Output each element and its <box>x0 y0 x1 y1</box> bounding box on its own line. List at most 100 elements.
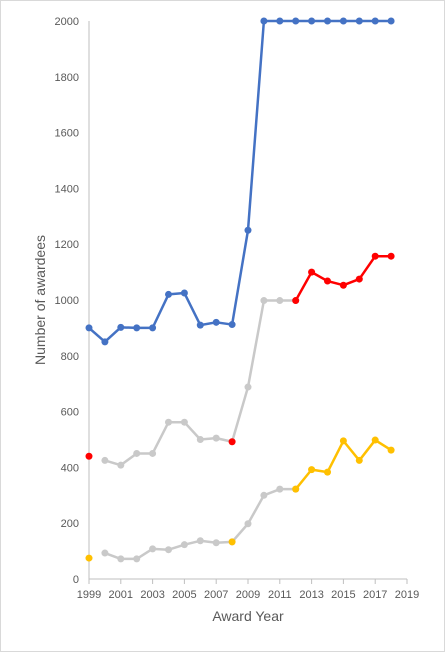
data-point <box>149 545 157 553</box>
data-point <box>387 252 395 260</box>
series-line-segment <box>230 522 250 544</box>
y-tick-label: 400 <box>61 462 79 474</box>
data-point <box>244 520 252 528</box>
data-point <box>276 485 284 493</box>
data-point <box>308 17 316 25</box>
x-tick-label: 2015 <box>331 589 355 601</box>
y-tick-label: 200 <box>61 518 79 530</box>
data-point <box>228 438 236 446</box>
y-tick-label: 1400 <box>55 183 79 195</box>
data-point <box>149 449 157 457</box>
data-point <box>292 17 300 25</box>
data-point <box>355 17 363 25</box>
data-point <box>228 538 236 546</box>
series-line-segment <box>183 420 202 441</box>
data-point <box>165 290 172 298</box>
data-point <box>180 541 188 549</box>
x-tick-label: 2007 <box>204 589 228 601</box>
series-line-segment <box>326 439 345 474</box>
data-point <box>85 554 93 562</box>
data-point <box>196 436 204 443</box>
data-point <box>355 275 363 283</box>
series-layer <box>85 17 395 563</box>
data-point <box>228 321 236 329</box>
y-tick-label: 2000 <box>55 16 79 28</box>
series-line-segment <box>183 291 202 327</box>
series-line-segment <box>246 299 266 389</box>
data-point <box>324 468 331 476</box>
series-line-segment <box>151 293 170 330</box>
data-point <box>339 437 347 445</box>
y-tick-labels: 0 200 400 600 800 1000 1200 1400 1600 1800 2000 <box>55 16 79 586</box>
x-tick-labels: 1999 2001 2003 2005 2007 2009 2011 2013 2015 2017… <box>77 579 419 601</box>
series-line-segment <box>151 420 170 455</box>
series-2 <box>85 252 395 460</box>
y-tick-label: 1200 <box>55 239 79 251</box>
axes <box>88 21 407 580</box>
data-point <box>101 456 109 464</box>
x-tick-label: 2019 <box>395 589 419 601</box>
data-point <box>101 338 109 346</box>
x-tick-label: 2011 <box>268 589 292 601</box>
data-point <box>101 549 109 557</box>
series-line-segment <box>358 438 377 462</box>
x-tick-label: 2005 <box>172 589 196 601</box>
data-point <box>339 17 347 25</box>
series-3 <box>101 485 300 563</box>
x-tick-label: 1999 <box>77 589 101 601</box>
data-point <box>355 456 363 464</box>
y-axis-title: Number of awardees <box>32 235 48 365</box>
x-axis-title: Award Year <box>212 608 284 624</box>
data-point <box>212 318 220 326</box>
data-point <box>244 383 252 391</box>
series-line-segment <box>294 270 313 302</box>
series-0 <box>85 17 395 346</box>
data-point <box>387 17 395 25</box>
data-point <box>324 277 331 285</box>
y-tick-label: 0 <box>73 574 79 586</box>
series-line-segment <box>230 385 250 443</box>
data-point <box>308 466 316 474</box>
y-tick-label: 1000 <box>55 295 79 307</box>
data-point <box>196 321 204 329</box>
data-point <box>117 461 125 469</box>
y-tick-label: 1800 <box>55 72 79 84</box>
data-point <box>308 268 316 276</box>
data-point <box>244 226 252 234</box>
data-point <box>260 491 268 499</box>
x-tick-label: 2001 <box>109 589 133 601</box>
data-point <box>133 324 141 332</box>
data-point <box>276 17 284 25</box>
y-tick-label: 1600 <box>55 128 79 140</box>
x-tick-label: 2017 <box>363 589 387 601</box>
data-point <box>117 555 125 563</box>
data-point <box>260 17 268 25</box>
data-point <box>133 555 141 563</box>
data-point <box>180 418 188 426</box>
data-point <box>276 297 284 305</box>
data-point <box>165 418 172 426</box>
series-line-segment <box>246 494 266 526</box>
series-line-segment <box>358 254 377 281</box>
data-point <box>180 289 188 297</box>
data-point <box>85 452 93 460</box>
data-point <box>371 252 379 260</box>
data-point <box>371 17 379 25</box>
series-4 <box>85 436 395 562</box>
series-line-segment <box>294 468 313 491</box>
data-point <box>339 281 347 289</box>
series-line-segment <box>103 326 123 344</box>
y-tick-label: 600 <box>61 407 79 419</box>
data-point <box>165 546 172 554</box>
x-tick-label: 2009 <box>236 589 260 601</box>
data-point <box>292 297 300 305</box>
data-point <box>292 485 300 493</box>
data-point <box>196 537 204 545</box>
data-point <box>387 446 395 454</box>
x-tick-label: 2013 <box>299 589 323 601</box>
data-point <box>85 324 93 332</box>
data-point <box>133 449 141 457</box>
data-point <box>371 436 379 444</box>
